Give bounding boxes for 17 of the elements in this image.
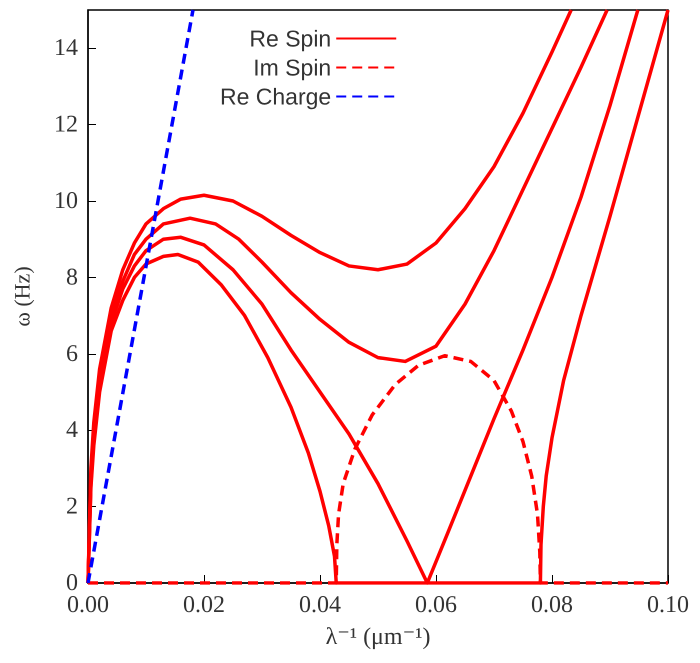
x-tick-label: 0.10 — [647, 592, 689, 618]
x-tick-label: 0.08 — [531, 592, 573, 618]
legend-label: Im Spin — [253, 54, 332, 80]
y-axis-title: ω (Hz) — [10, 266, 34, 327]
x-tick-label: 0.06 — [415, 592, 457, 618]
y-tick-label: 2 — [66, 494, 78, 520]
y-tick-label: 4 — [66, 417, 78, 444]
x-tick-label: 0.02 — [183, 592, 225, 618]
legend-label: Re Charge — [220, 84, 332, 110]
x-axis-title: λ⁻¹ (μm⁻¹) — [326, 624, 430, 650]
y-tick-label: 10 — [54, 188, 78, 214]
x-tick-label: 0.04 — [299, 592, 341, 618]
y-tick-label: 6 — [66, 340, 78, 367]
y-tick-label: 8 — [66, 264, 78, 290]
y-tick-label: 14 — [54, 35, 78, 62]
y-tick-label: 12 — [54, 112, 78, 138]
legend-label: Re Spin — [249, 26, 332, 52]
